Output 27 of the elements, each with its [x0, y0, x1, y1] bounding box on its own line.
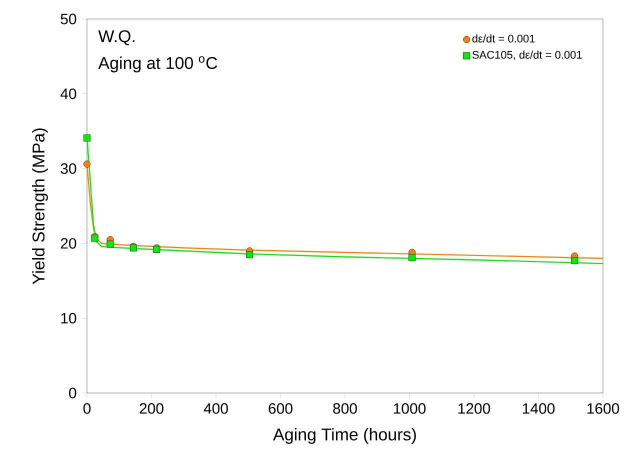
x-tick-label: 200 [140, 403, 164, 414]
point [83, 160, 91, 168]
point [408, 254, 416, 262]
y-tick-label: 10 [61, 312, 76, 324]
y-tick-label: 40 [60, 88, 76, 100]
y-tick-label: 0 [69, 388, 76, 398]
annotation: Aging at 100 $^{o}$C [98, 56, 218, 72]
x-tick-label: 600 [268, 403, 292, 414]
y-axis-title: Yield Strength (MPa) [32, 128, 48, 284]
x-axis-title: Aging Time (hours) [273, 428, 416, 444]
point [571, 257, 578, 264]
point [106, 240, 114, 248]
point [246, 251, 254, 258]
legend-label: dε/dt = 0.001 [472, 34, 535, 42]
point [83, 134, 91, 142]
x-tick-label: 1200 [458, 403, 490, 414]
x-tick-label: 800 [333, 403, 357, 414]
legend-label: SAC105, dε/dt = 0.001 [472, 50, 582, 60]
y-tick-label: 50 [60, 14, 76, 24]
y-tick-label: 30 [60, 163, 76, 174]
x-tick-label: 0 [83, 403, 91, 414]
x-tick-label: 1400 [522, 403, 555, 414]
annotation: W.Q. [98, 30, 134, 46]
y-tick-label: 20 [60, 238, 76, 249]
x-tick-label: 1000 [394, 403, 426, 414]
x-tick-label: 400 [204, 403, 228, 414]
x-tick-label: 1600 [587, 403, 620, 414]
